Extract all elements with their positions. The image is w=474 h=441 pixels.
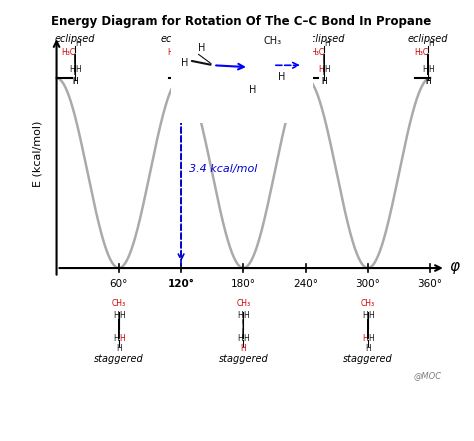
Text: H: H [198, 43, 206, 53]
Text: H: H [324, 39, 330, 49]
Text: H: H [365, 344, 371, 353]
Text: CH₃: CH₃ [112, 299, 126, 308]
Text: 360°: 360° [418, 280, 443, 289]
Text: H: H [244, 311, 249, 320]
Text: 240°: 240° [293, 280, 318, 289]
Text: H: H [368, 334, 374, 343]
Text: H: H [428, 65, 434, 74]
Text: H: H [362, 334, 368, 343]
Text: H₃C: H₃C [61, 48, 75, 57]
Text: H: H [428, 39, 434, 49]
Text: H: H [425, 77, 431, 86]
Text: H: H [113, 334, 118, 343]
Text: H: H [321, 77, 327, 86]
Text: H: H [69, 65, 75, 74]
Text: H: H [324, 65, 330, 74]
Text: H: H [113, 311, 119, 320]
Text: H: H [75, 39, 81, 49]
Text: H₃C: H₃C [310, 48, 324, 57]
Text: E (kcal/mol): E (kcal/mol) [33, 121, 43, 187]
Text: H: H [237, 334, 243, 343]
Text: 60°: 60° [109, 280, 128, 289]
Text: H: H [368, 311, 374, 320]
FancyBboxPatch shape [166, 23, 317, 127]
Text: staggered: staggered [343, 354, 393, 363]
Text: H: H [175, 65, 181, 74]
Text: staggered: staggered [94, 354, 144, 363]
Text: H: H [249, 85, 257, 94]
Text: H: H [75, 65, 81, 74]
Text: H: H [116, 344, 122, 353]
Text: eclipsed: eclipsed [55, 34, 95, 44]
Text: 120°: 120° [168, 280, 194, 289]
Text: H: H [237, 311, 243, 320]
Text: H: H [319, 65, 324, 74]
Text: 3.4 kcal/mol: 3.4 kcal/mol [190, 164, 258, 174]
Text: H: H [119, 334, 125, 343]
Text: H: H [278, 72, 285, 82]
Text: 300°: 300° [356, 280, 380, 289]
Text: staggered: staggered [219, 354, 268, 363]
Text: H: H [425, 77, 431, 86]
Text: CH₃: CH₃ [361, 299, 375, 308]
Text: @MOC: @MOC [414, 370, 442, 380]
Text: H: H [240, 344, 246, 353]
Text: φ: φ [449, 259, 459, 274]
Text: H: H [181, 58, 189, 68]
Text: CH₃: CH₃ [264, 36, 282, 46]
Text: eclipsed: eclipsed [304, 34, 345, 44]
Text: H: H [119, 311, 125, 320]
Text: H: H [73, 77, 78, 86]
Text: H: H [244, 334, 249, 343]
Text: H₃C: H₃C [414, 48, 428, 57]
Text: 180°: 180° [231, 280, 256, 289]
Text: CH₃: CH₃ [237, 299, 250, 308]
Text: H: H [73, 77, 78, 86]
Text: H: H [181, 39, 187, 49]
Text: H: H [422, 65, 428, 74]
Text: H: H [362, 311, 368, 320]
Text: H: H [178, 77, 184, 86]
Text: eclipsed: eclipsed [408, 34, 448, 44]
Text: eclipsed: eclipsed [161, 34, 201, 44]
Text: H: H [321, 77, 327, 86]
Text: H: H [181, 65, 187, 74]
Text: H: H [178, 77, 184, 86]
Text: H₃C: H₃C [167, 48, 181, 57]
Text: Energy Diagram for Rotation Of The C–C Bond In Propane: Energy Diagram for Rotation Of The C–C B… [51, 15, 432, 28]
